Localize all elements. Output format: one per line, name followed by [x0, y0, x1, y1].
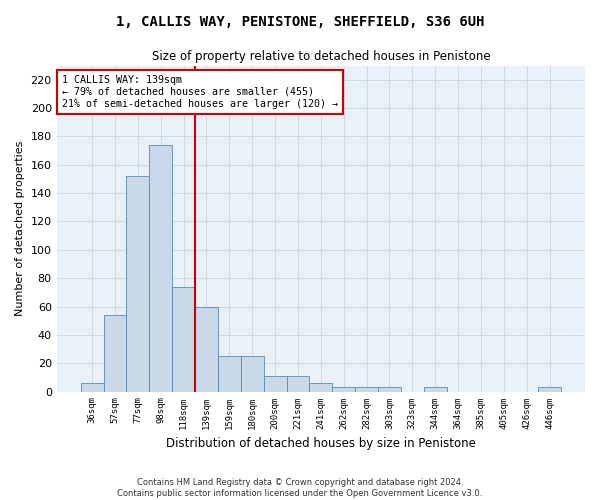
Bar [424, 388, 446, 392]
Bar [104, 315, 127, 392]
Bar [263, 376, 287, 392]
Bar [241, 356, 263, 392]
Title: Size of property relative to detached houses in Penistone: Size of property relative to detached ho… [152, 50, 490, 63]
Bar [287, 376, 310, 392]
Bar [149, 145, 172, 392]
Bar [355, 388, 378, 392]
Text: 1 CALLIS WAY: 139sqm
← 79% of detached houses are smaller (455)
21% of semi-deta: 1 CALLIS WAY: 139sqm ← 79% of detached h… [62, 76, 338, 108]
Bar [195, 306, 218, 392]
Bar [172, 286, 195, 392]
Y-axis label: Number of detached properties: Number of detached properties [15, 141, 25, 316]
X-axis label: Distribution of detached houses by size in Penistone: Distribution of detached houses by size … [166, 437, 476, 450]
Text: Contains HM Land Registry data © Crown copyright and database right 2024.
Contai: Contains HM Land Registry data © Crown c… [118, 478, 482, 498]
Bar [378, 388, 401, 392]
Bar [310, 383, 332, 392]
Text: 1, CALLIS WAY, PENISTONE, SHEFFIELD, S36 6UH: 1, CALLIS WAY, PENISTONE, SHEFFIELD, S36… [116, 15, 484, 29]
Bar [332, 388, 355, 392]
Bar [218, 356, 241, 392]
Bar [538, 388, 561, 392]
Bar [127, 176, 149, 392]
Bar [80, 383, 104, 392]
